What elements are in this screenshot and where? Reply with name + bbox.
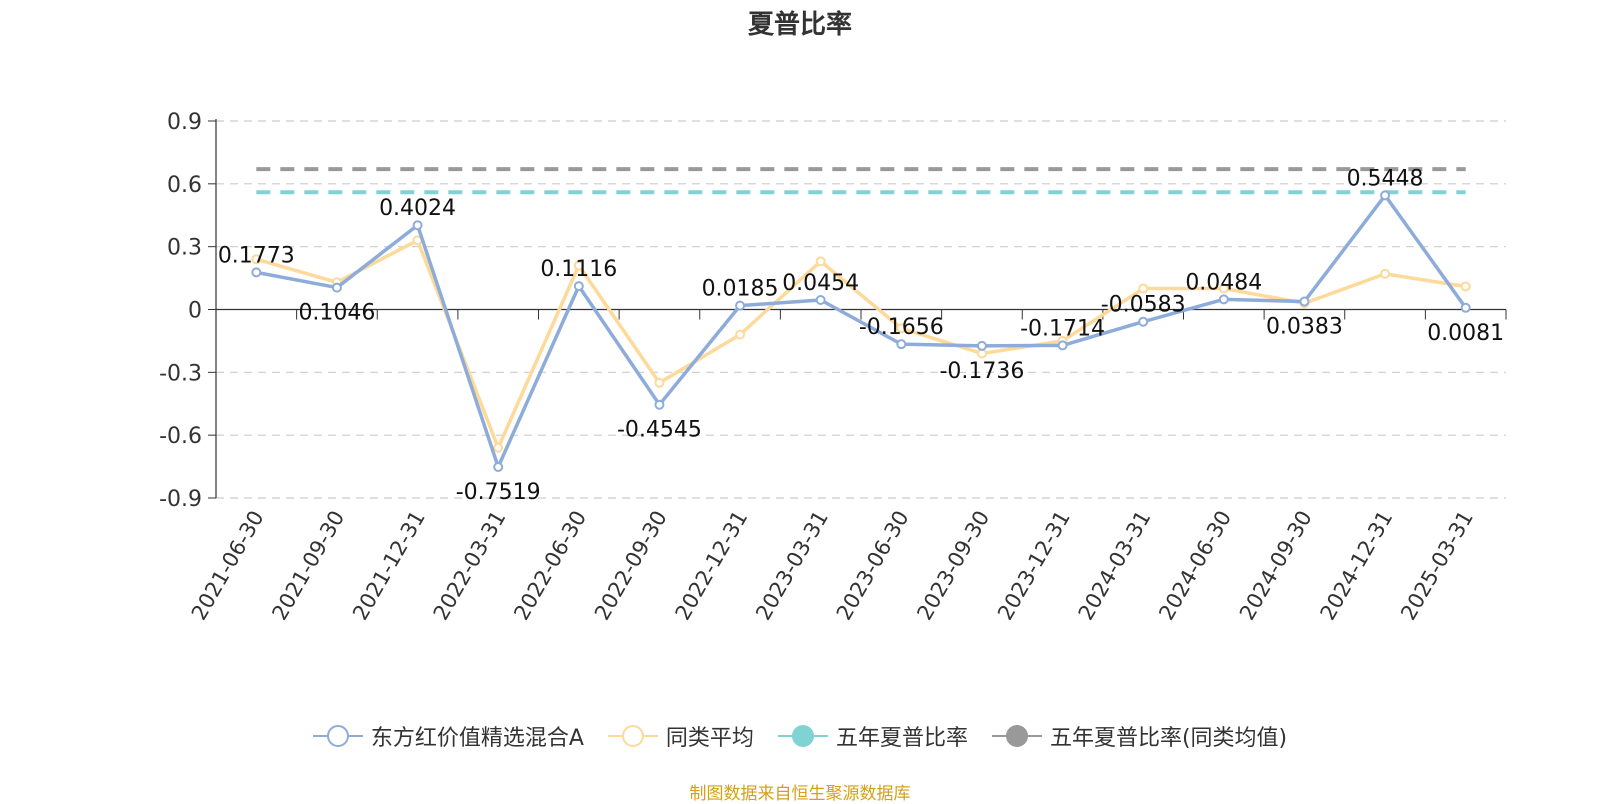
data-point — [654, 399, 665, 410]
legend-item-five-year-sharpe-peer[interactable]: 五年夏普比率(同类均值) — [991, 720, 1288, 752]
legend-line-circle-icon — [312, 723, 363, 749]
data-point — [573, 260, 584, 271]
x-tick-label: 2023-06-30 — [832, 507, 914, 625]
x-tick-label: 2024-12-31 — [1316, 507, 1398, 625]
x-tick-label: 2022-03-31 — [429, 507, 511, 625]
legend-line-circle-icon — [607, 723, 658, 749]
data-point — [1460, 281, 1471, 292]
x-tick-label: 2022-12-31 — [671, 507, 753, 625]
legend-label-peer-average: 同类平均 — [665, 726, 754, 751]
data-point — [1460, 302, 1471, 313]
legend-item-fund[interactable]: 东方红价值精选混合A — [312, 720, 584, 752]
data-label: -0.4545 — [617, 418, 702, 443]
data-label: -0.7519 — [456, 480, 541, 505]
data-label: 0.0081 — [1427, 321, 1504, 346]
data-point — [1138, 283, 1149, 294]
data-label: -0.1736 — [939, 359, 1024, 384]
data-point — [896, 339, 907, 350]
data-label: 0.1773 — [218, 243, 295, 268]
data-point — [573, 281, 584, 292]
data-point — [896, 323, 907, 334]
y-tick-label: -0.6 — [159, 424, 202, 449]
data-source-note: 制图数据来自恒生聚源数据库 — [689, 784, 911, 804]
data-label: -0.1714 — [1020, 316, 1105, 341]
data-point — [331, 282, 342, 293]
data-point — [1218, 294, 1229, 305]
data-point — [735, 329, 746, 340]
legend-line-dot-icon — [777, 723, 828, 749]
data-label: -0.0583 — [1101, 293, 1186, 318]
data-point — [976, 340, 987, 351]
data-label: 0.4024 — [379, 196, 456, 221]
y-tick-label: 0.9 — [167, 110, 202, 135]
data-label: 0.1046 — [298, 301, 375, 326]
data-point — [251, 254, 262, 265]
legend-line-dot-icon — [991, 723, 1042, 749]
data-point — [815, 294, 826, 305]
x-tick-label: 2025-03-31 — [1396, 507, 1478, 625]
x-tick-label: 2024-06-30 — [1154, 507, 1236, 625]
data-label: 0.1116 — [540, 257, 617, 282]
legend-item-peer-average[interactable]: 同类平均 — [607, 720, 754, 752]
y-tick-label: 0.3 — [167, 236, 202, 261]
series-line — [255, 238, 1466, 450]
data-point — [493, 461, 504, 472]
y-tick-label: -0.9 — [159, 487, 202, 512]
data-point — [1057, 340, 1068, 351]
x-tick-label: 2021-12-31 — [348, 507, 430, 625]
x-tick-label: 2024-09-30 — [1235, 507, 1317, 625]
reference-lines — [256, 167, 1466, 195]
data-label: 0.0484 — [1185, 270, 1262, 295]
data-label: 0.0185 — [702, 277, 779, 302]
legend-label-five-year-sharpe: 五年夏普比率 — [835, 726, 968, 751]
data-point — [412, 220, 423, 231]
x-tick-label: 2021-09-30 — [267, 507, 349, 625]
data-point — [815, 256, 826, 267]
legend: 东方红价值精选混合A 同类平均 五年夏普比率 五年夏普比率(同类均值) — [0, 720, 1600, 752]
y-tick-label: -0.3 — [159, 361, 202, 386]
data-point — [251, 267, 262, 278]
y-tick-label: 0 — [188, 299, 202, 324]
y-tick-label: 0.6 — [167, 173, 202, 198]
grid-lines — [216, 120, 1506, 499]
data-labels: 0.1773 0.1046 0.4024 -0.7519 0.1116 -0.4545 0.… — [218, 166, 1504, 505]
x-tick-label: 2023-12-31 — [993, 507, 1075, 625]
data-label: 0.0383 — [1266, 314, 1343, 339]
data-label: 0.0454 — [782, 271, 859, 296]
data-point — [493, 442, 504, 453]
legend-item-five-year-sharpe[interactable]: 五年夏普比率 — [777, 720, 968, 752]
data-point — [1138, 316, 1149, 327]
x-tick-label: 2023-03-31 — [751, 507, 833, 625]
series-line — [255, 193, 1468, 469]
x-tick-label: 2023-09-30 — [912, 507, 994, 625]
legend-label-fund: 东方红价值精选混合A — [370, 726, 584, 751]
x-tick-label: 2022-09-30 — [590, 507, 672, 625]
axes: 0.9 0.6 0.3 0 -0.3 -0.6 -0.92021-06-302021-09-… — [159, 110, 1507, 625]
data-point — [735, 300, 746, 311]
data-point — [1299, 296, 1310, 307]
data-point — [654, 377, 665, 388]
data-point — [1380, 268, 1391, 279]
chart-title: 夏普比率 — [747, 10, 852, 40]
x-tick-label: 2021-06-30 — [187, 507, 269, 625]
legend-label-five-year-sharpe-peer: 五年夏普比率(同类均值) — [1049, 726, 1288, 751]
data-point — [1218, 283, 1229, 294]
series-lines — [251, 190, 1471, 472]
data-label: 0.5448 — [1347, 166, 1424, 191]
x-tick-label: 2024-03-31 — [1074, 507, 1156, 625]
x-tick-label: 2022-06-30 — [509, 507, 591, 625]
data-point — [1380, 190, 1391, 201]
data-label: -0.1656 — [859, 315, 944, 340]
